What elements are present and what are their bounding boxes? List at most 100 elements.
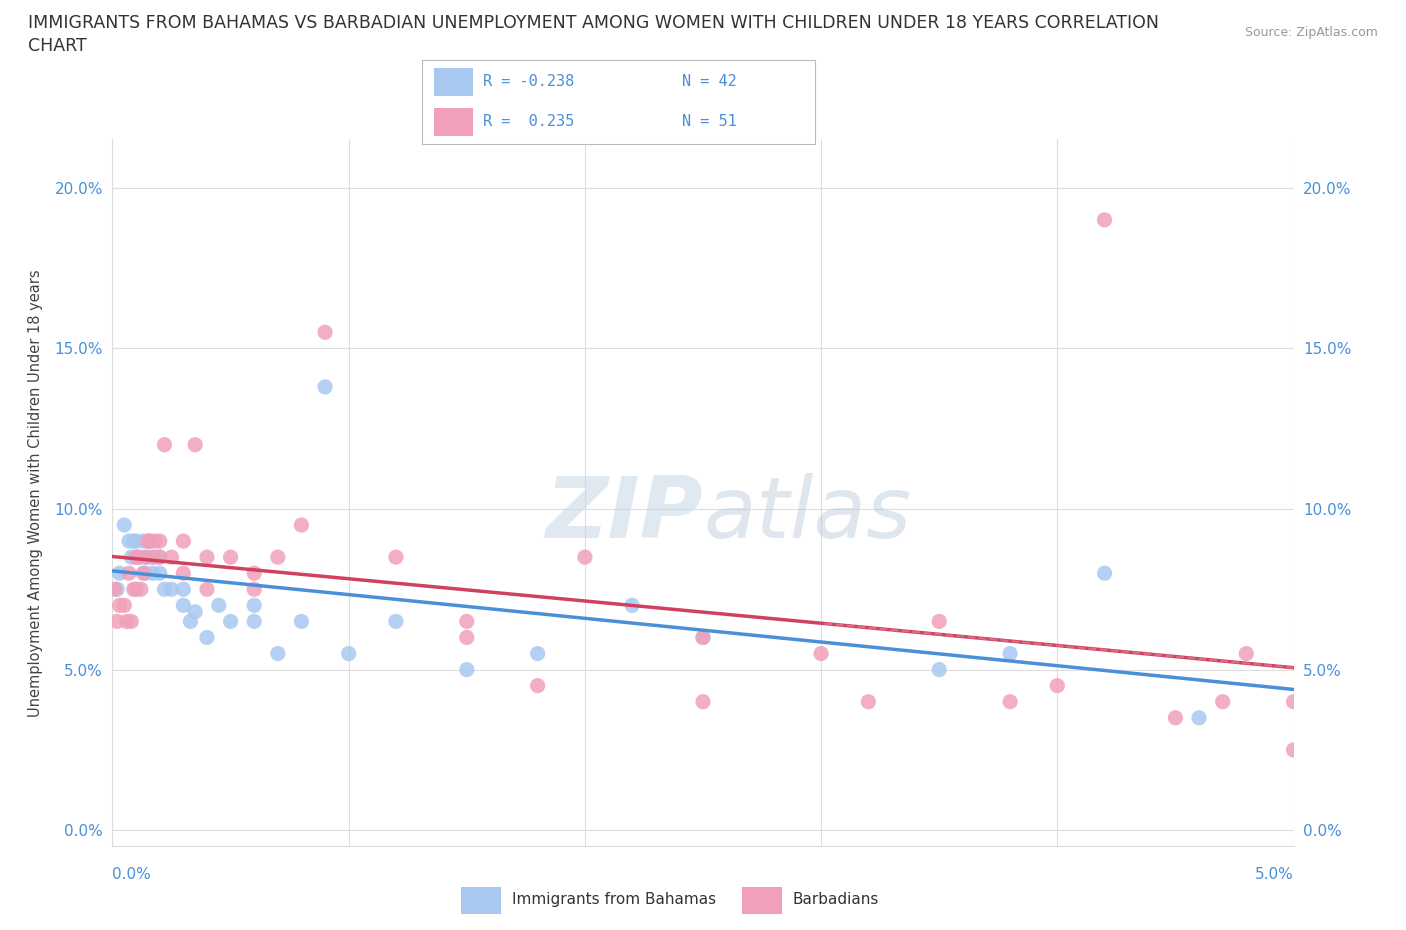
Point xyxy=(858,695,880,710)
Point xyxy=(129,582,152,597)
Point xyxy=(129,550,152,565)
Point xyxy=(139,534,162,549)
Point xyxy=(385,614,408,629)
Point xyxy=(1188,711,1211,725)
Text: Source: ZipAtlas.com: Source: ZipAtlas.com xyxy=(1244,26,1378,39)
Point xyxy=(208,598,231,613)
Point xyxy=(243,582,266,597)
Point xyxy=(267,550,290,565)
Point xyxy=(160,582,183,597)
Point xyxy=(621,598,644,613)
Point xyxy=(172,598,194,613)
Point xyxy=(385,550,408,565)
Point xyxy=(108,565,131,580)
Text: R =  0.235: R = 0.235 xyxy=(482,114,574,129)
Point xyxy=(139,534,162,549)
Point xyxy=(125,582,148,597)
Point xyxy=(526,646,548,661)
Point xyxy=(136,534,159,549)
Point xyxy=(105,582,128,597)
Text: 5.0%: 5.0% xyxy=(1254,867,1294,882)
Point xyxy=(136,550,159,565)
Point xyxy=(314,325,336,339)
Point xyxy=(135,565,157,580)
Point xyxy=(184,604,207,619)
Bar xyxy=(433,68,472,96)
Point xyxy=(149,534,172,549)
Point xyxy=(219,550,242,565)
Point xyxy=(1046,678,1069,693)
Bar xyxy=(461,887,501,914)
Point xyxy=(105,614,128,629)
Point xyxy=(179,614,201,629)
Point xyxy=(115,614,138,629)
Point xyxy=(125,550,148,565)
Text: ZIP: ZIP xyxy=(546,472,703,555)
Point xyxy=(928,662,950,677)
Text: R = -0.238: R = -0.238 xyxy=(482,74,574,89)
Point xyxy=(160,550,183,565)
Point xyxy=(132,534,155,549)
Point xyxy=(104,582,127,597)
Point xyxy=(290,614,312,629)
Point xyxy=(112,518,135,533)
Point xyxy=(243,598,266,613)
Point xyxy=(136,534,159,549)
Point xyxy=(456,614,478,629)
Point xyxy=(574,550,596,565)
Text: N = 42: N = 42 xyxy=(682,74,737,89)
Point xyxy=(1164,711,1187,725)
Point xyxy=(1234,646,1257,661)
Point xyxy=(118,534,141,549)
Point xyxy=(172,534,194,549)
Point xyxy=(998,695,1021,710)
Text: 0.0%: 0.0% xyxy=(112,867,152,882)
Point xyxy=(172,565,194,580)
Point xyxy=(243,614,266,629)
Point xyxy=(135,550,157,565)
Point xyxy=(219,614,242,629)
Point xyxy=(1282,695,1305,710)
Point xyxy=(195,630,218,644)
Point xyxy=(143,550,166,565)
Point xyxy=(810,646,832,661)
Point xyxy=(108,598,131,613)
Point xyxy=(1094,565,1116,580)
Point xyxy=(526,678,548,693)
Point xyxy=(998,646,1021,661)
Point xyxy=(692,630,714,644)
Point xyxy=(118,565,141,580)
Point xyxy=(125,550,148,565)
Text: atlas: atlas xyxy=(703,472,911,555)
Text: CHART: CHART xyxy=(28,37,87,55)
Text: N = 51: N = 51 xyxy=(682,114,737,129)
Point xyxy=(142,565,165,580)
Point xyxy=(149,565,172,580)
Point xyxy=(928,614,950,629)
Point xyxy=(337,646,360,661)
Point xyxy=(149,550,172,565)
Point xyxy=(172,582,194,597)
Point xyxy=(127,550,149,565)
Text: IMMIGRANTS FROM BAHAMAS VS BARBADIAN UNEMPLOYMENT AMONG WOMEN WITH CHILDREN UNDE: IMMIGRANTS FROM BAHAMAS VS BARBADIAN UNE… xyxy=(28,14,1159,32)
Point xyxy=(149,550,172,565)
Point xyxy=(153,582,176,597)
Point xyxy=(122,534,145,549)
Point xyxy=(1094,212,1116,227)
Point xyxy=(243,565,266,580)
Point xyxy=(143,534,166,549)
Text: Barbadians: Barbadians xyxy=(793,892,879,908)
Point xyxy=(112,598,135,613)
Point xyxy=(184,437,207,452)
Point xyxy=(195,582,218,597)
Point xyxy=(120,614,142,629)
Point xyxy=(132,565,155,580)
Point xyxy=(692,695,714,710)
Point xyxy=(456,662,478,677)
Point xyxy=(456,630,478,644)
Point xyxy=(1282,742,1305,757)
Point xyxy=(125,534,148,549)
Point xyxy=(122,582,145,597)
Bar xyxy=(433,108,472,136)
Point xyxy=(195,550,218,565)
